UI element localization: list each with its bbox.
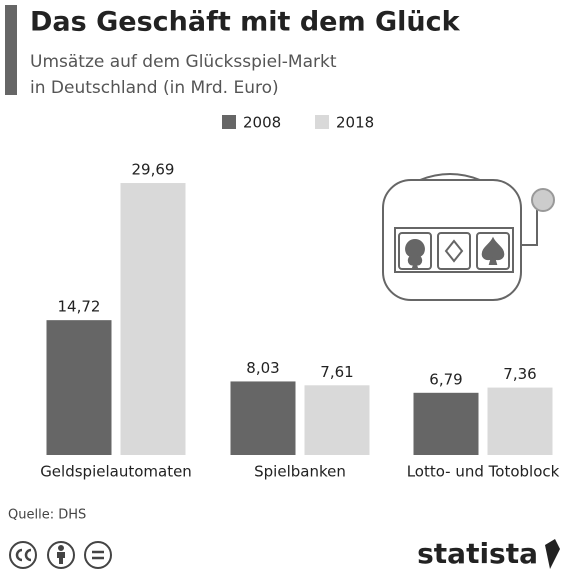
brand: statista	[417, 537, 538, 570]
value-label: 8,03	[246, 359, 279, 377]
legend-label: 2018	[336, 114, 374, 132]
slot-machine-illustration	[382, 173, 555, 301]
bar	[304, 385, 370, 455]
value-label: 29,69	[132, 161, 175, 179]
legend-swatch	[222, 115, 236, 129]
x-tick-label: Geldspielautomaten	[40, 463, 192, 481]
bar	[120, 183, 186, 455]
bar	[413, 392, 479, 455]
bar	[46, 320, 112, 455]
legend-swatch	[315, 115, 329, 129]
value-label: 14,72	[58, 298, 101, 316]
legend-label: 2008	[243, 114, 281, 132]
value-label: 6,79	[429, 370, 462, 388]
title-accent	[5, 5, 17, 95]
chart-subtitle: in Deutschland (in Mrd. Euro)	[30, 78, 279, 98]
source: Quelle: DHS	[8, 508, 86, 523]
chart-title: Das Geschäft mit dem Glück	[30, 7, 461, 38]
brand-logo	[545, 539, 560, 569]
value-label: 7,61	[320, 363, 353, 381]
x-tick-label: Spielbanken	[254, 463, 346, 481]
license-icons	[9, 541, 112, 569]
x-tick-label: Lotto- und Totoblock	[407, 463, 560, 481]
bar	[230, 381, 296, 455]
value-label: 7,36	[503, 365, 536, 383]
bar	[487, 387, 553, 455]
chart-subtitle: Umsätze auf dem Glücksspiel-Markt	[30, 52, 337, 72]
